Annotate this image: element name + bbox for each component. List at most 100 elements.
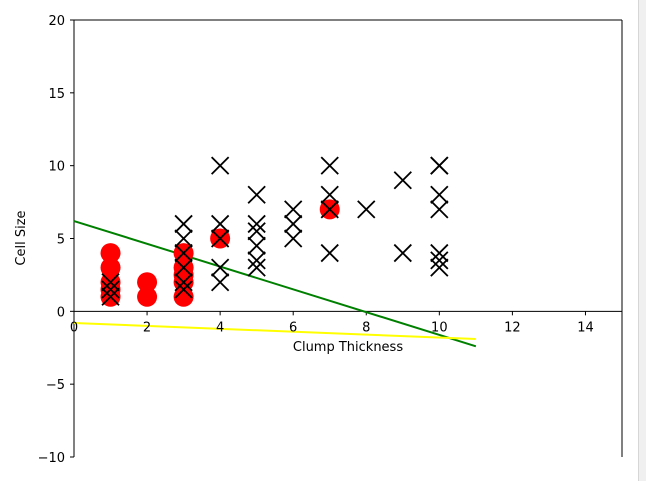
x-marker-stroke [174,243,193,263]
x-marker-stroke [247,236,266,255]
x-tick-label: 2 [143,320,151,335]
x-marker-point [101,280,120,299]
tick-labels: 0 2 4 6 8 10 12 14 −10 −5 0 5 10 15 20 [38,14,594,466]
x-tick-label: 12 [504,320,521,335]
x-marker-point [320,243,339,263]
x-marker-stroke [430,200,449,219]
point-series [100,156,449,307]
x-marker-point [210,156,230,175]
red-circle-point [100,257,121,278]
x-marker-stroke [210,273,230,292]
x-marker-point [174,243,193,263]
x-marker-point [430,243,449,263]
x-marker-point [393,243,412,263]
x-marker-stroke [320,243,339,263]
x-marker-stroke [247,214,266,234]
y-tick-label: 0 [57,305,65,320]
x-marker-stroke [320,200,339,219]
green-decision-line [73,220,477,348]
x-marker-stroke [174,258,193,277]
x-marker-point [320,185,339,204]
x-marker-point [210,214,230,234]
red-circle-point [137,286,158,307]
x-marker-stroke [247,258,266,277]
x-marker-point [284,229,303,248]
x-marker-point [210,273,230,292]
x-marker-point [284,214,303,234]
x-marker-point [101,273,120,292]
x-marker-stroke [247,251,266,270]
x-marker-point [284,200,303,219]
x-tick-label: 8 [362,320,370,335]
line-series [73,220,477,348]
yellow-decision-line [73,321,476,341]
axes [70,19,623,458]
x-marker-stroke [247,222,266,241]
x-tick-label: 6 [289,320,297,335]
x-marker-point [247,222,266,241]
x-marker-stroke [174,214,193,234]
y-tick-label: 20 [48,14,65,29]
x-marker-stroke [210,214,230,234]
x-marker-point [393,171,412,190]
x-marker-stroke [430,156,449,175]
x-marker-stroke [174,273,193,292]
x-tick-label: 4 [216,320,224,335]
x-marker-stroke [284,200,303,219]
y-tick-label: −5 [46,378,65,393]
x-marker-stroke [393,171,412,190]
x-marker-point [174,229,193,248]
x-marker-point [247,214,266,234]
x-marker-point [357,200,376,219]
x-marker-stroke [210,156,230,175]
x-marker-point [210,258,230,277]
x-marker-stroke [430,258,449,277]
x-marker-point [430,200,449,219]
x-marker-stroke [430,251,449,270]
x-marker-stroke [174,229,193,248]
x-marker-stroke [320,156,339,175]
x-marker-stroke [210,258,230,277]
x-tick-label: 0 [70,320,78,335]
x-marker-stroke [393,243,412,263]
x-marker-point [247,251,266,270]
y-tick-label: −10 [38,451,65,466]
x-marker-point [430,258,449,277]
x-marker-point [430,185,449,204]
y-tick-label: 10 [48,160,65,175]
x-marker-point [174,273,193,292]
x-marker-point [210,229,230,248]
x-marker-point [174,280,193,299]
x-marker-point [101,287,120,306]
x-marker-point [320,156,339,175]
y-tick-label: 15 [48,87,65,102]
x-marker-point [247,185,266,204]
red-circle-point [137,272,158,293]
x-marker-stroke [320,185,339,204]
x-tick-label: 10 [431,320,448,335]
x-marker-stroke [101,287,120,306]
x-marker-stroke [284,229,303,248]
x-tick-label: 14 [577,320,594,335]
x-marker-point [247,258,266,277]
x-marker-point [174,258,193,277]
y-tick-label: 5 [57,233,65,248]
x-marker-stroke [174,280,193,299]
red-circle-point [100,243,121,264]
x-marker-stroke [430,243,449,263]
x-marker-point [247,236,266,255]
x-marker-point [320,200,339,219]
x-marker-stroke [430,185,449,204]
x-marker-point [174,214,193,234]
x-marker-stroke [247,185,266,204]
x-axis-label: Clump Thickness [293,340,403,355]
x-marker-stroke [210,229,230,248]
x-marker-point [430,156,449,175]
x-marker-stroke [284,214,303,234]
vertical-scrollbar[interactable] [638,0,646,481]
x-marker-stroke [101,273,120,292]
x-marker-stroke [101,280,120,299]
x-marker-stroke [357,200,376,219]
red-circle-point [173,286,194,307]
